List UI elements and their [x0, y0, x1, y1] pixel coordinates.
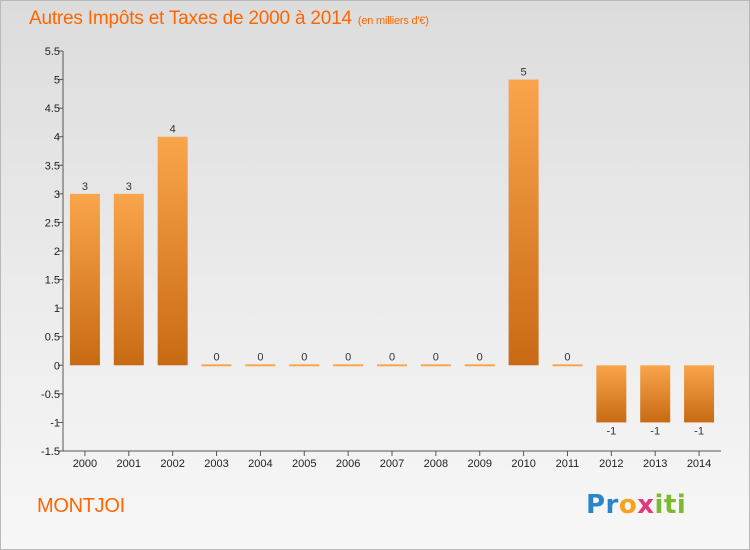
bar — [157, 136, 188, 366]
bar — [245, 364, 276, 367]
x-axis: 2000 2001 2002 2003 2004 2005 2006 2007 2008 2009… — [63, 450, 721, 470]
bars — [69, 79, 715, 423]
y-tick-label: -0.5 — [41, 389, 60, 401]
data-label: 5 — [521, 67, 527, 79]
data-label: 0 — [257, 351, 263, 363]
x-tick-label: 2012 — [599, 458, 623, 470]
bar — [464, 364, 495, 367]
bar — [113, 193, 144, 366]
x-tick-label: 2009 — [467, 458, 491, 470]
bar — [596, 365, 627, 423]
y-tick-label: 1 — [54, 303, 60, 315]
chart-subtitle: (en milliers d'€) — [357, 15, 429, 27]
bar — [552, 364, 583, 367]
y-tick-label: -1 — [50, 417, 60, 429]
bar — [508, 79, 539, 366]
x-tick-label: 2011 — [556, 458, 580, 470]
data-label: -1 — [694, 425, 704, 437]
x-tick-label: 2002 — [160, 458, 184, 470]
x-tick-label: 2010 — [511, 458, 535, 470]
data-label: 3 — [82, 181, 88, 193]
x-tick-label: 2013 — [643, 458, 667, 470]
bar — [420, 364, 451, 367]
y-axis: -1.5 -1 -0.5 0 0.5 1 1.5 2 2.5 3 3.5 4 4.5 5 5.5 — [41, 46, 64, 458]
y-tick-label: 4.5 — [45, 103, 60, 115]
data-label: 0 — [213, 351, 219, 363]
bar — [201, 364, 232, 367]
x-tick-label: 2014 — [687, 458, 711, 470]
x-tick-label: 2005 — [292, 458, 316, 470]
y-tick-label: 3.5 — [45, 160, 60, 172]
y-tick-label: 0.5 — [45, 332, 60, 344]
data-labels: 3 3 4 0 0 0 0 0 0 0 5 0 -1 -1 -1 — [82, 67, 704, 438]
x-tick-label: 2008 — [424, 458, 448, 470]
data-label: 3 — [126, 181, 132, 193]
data-label: 0 — [301, 351, 307, 363]
chart-title: Autres Impôts et Taxes de 2000 à 2014 (en… — [29, 8, 429, 29]
x-tick-label: 2007 — [380, 458, 404, 470]
data-label: -1 — [650, 425, 660, 437]
data-label: 0 — [433, 351, 439, 363]
x-tick-label: 2004 — [248, 458, 272, 470]
data-label: 0 — [477, 351, 483, 363]
x-tick-label: 2003 — [204, 458, 228, 470]
bar — [289, 364, 320, 367]
data-label: 0 — [389, 351, 395, 363]
y-tick-label: 5 — [54, 75, 60, 87]
bar — [684, 365, 715, 423]
x-tick-label: 2000 — [73, 458, 97, 470]
y-tick-label: 5.5 — [45, 46, 60, 58]
data-label: -1 — [606, 425, 616, 437]
x-tick-label: 2001 — [117, 458, 141, 470]
y-tick-label: 2 — [54, 246, 60, 258]
data-label: 4 — [170, 124, 176, 136]
y-tick-label: 0 — [54, 360, 60, 372]
bar — [69, 193, 100, 366]
y-tick-label: 4 — [54, 132, 60, 144]
data-label: 0 — [564, 351, 570, 363]
proxiti-logo: Proxiti — [586, 490, 687, 520]
bar — [640, 365, 671, 423]
bar — [333, 364, 364, 367]
commune-name: MONTJOI — [37, 495, 125, 517]
y-tick-label: 3 — [54, 189, 60, 201]
data-label: 0 — [345, 351, 351, 363]
bar — [377, 364, 407, 367]
y-tick-label: 2.5 — [45, 217, 60, 229]
x-tick-label: 2006 — [336, 458, 360, 470]
y-tick-label: 1.5 — [45, 275, 60, 287]
y-tick-label: -1.5 — [41, 446, 60, 458]
